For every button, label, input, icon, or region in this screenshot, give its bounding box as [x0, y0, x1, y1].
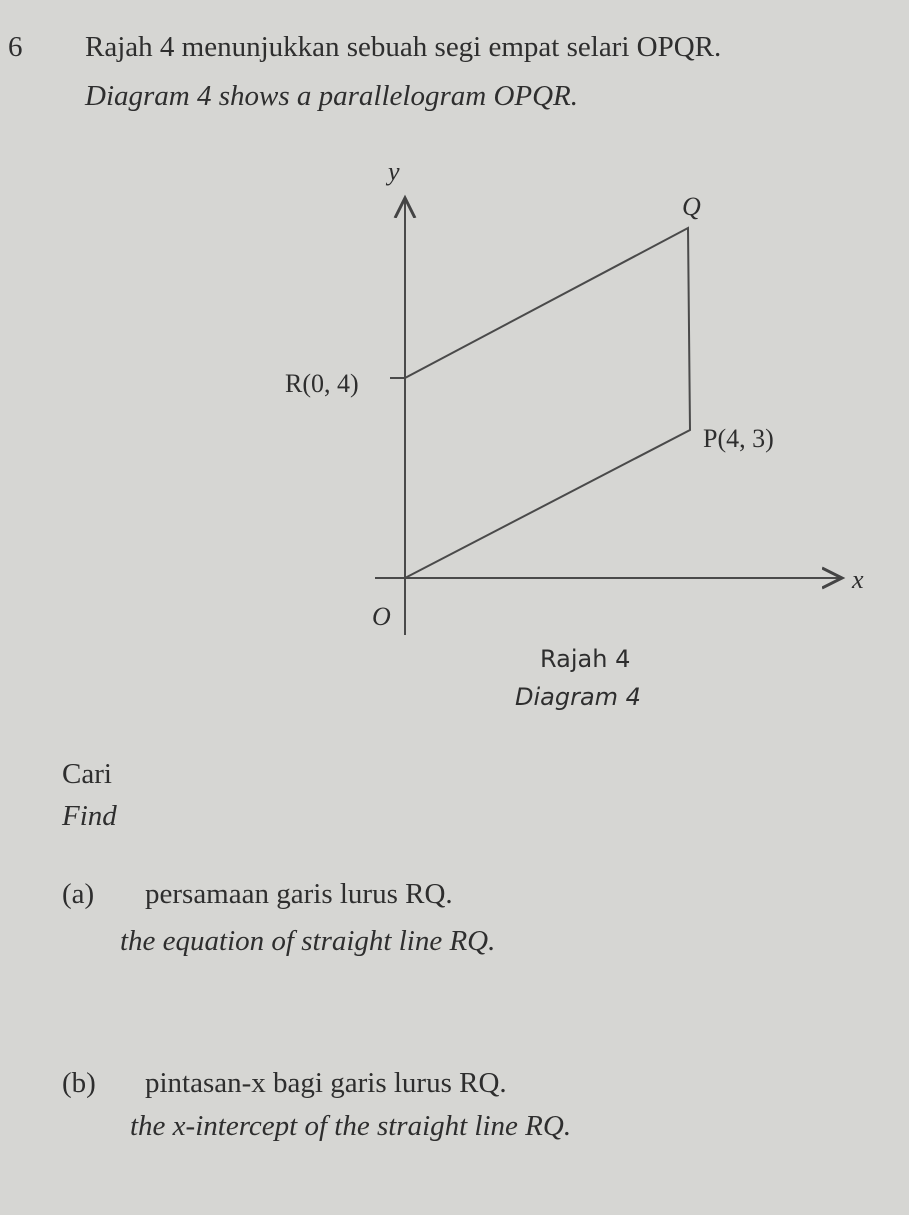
part-label: (b): [62, 1067, 96, 1099]
q-label: Q: [682, 192, 701, 221]
caption-malay: Rajah 4: [540, 645, 630, 673]
question-number: 6: [8, 31, 23, 63]
part-label: (a): [62, 878, 94, 910]
diagram: [375, 198, 842, 635]
parallelogram: [404, 226, 692, 580]
r-label: R(0, 4): [285, 369, 359, 398]
origin-label: O: [372, 602, 391, 631]
part-english: the equation of straight line RQ.: [120, 925, 495, 957]
intro-english: Diagram 4 shows a parallelogram OPQR.: [84, 80, 578, 112]
instruction-malay: Cari: [62, 758, 112, 790]
x-axis-label: x: [851, 565, 864, 594]
instruction-english: Find: [61, 800, 117, 832]
caption-english: Diagram 4: [515, 683, 641, 711]
p-label: P(4, 3): [703, 424, 774, 453]
part-english: the x-intercept of the straight line RQ.: [130, 1110, 571, 1142]
intro-malay: Rajah 4 menunjukkan sebuah segi empat se…: [85, 31, 721, 63]
y-axis-label: y: [385, 157, 400, 186]
part-malay: pintasan-x bagi garis lurus RQ.: [145, 1067, 507, 1099]
part-malay: persamaan garis lurus RQ.: [145, 878, 453, 910]
